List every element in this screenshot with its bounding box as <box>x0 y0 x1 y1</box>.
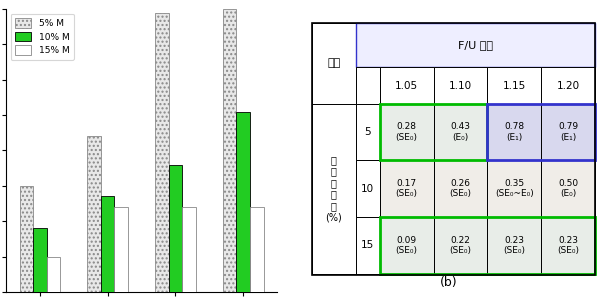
Bar <box>312 104 356 274</box>
Bar <box>380 104 487 160</box>
Text: 5: 5 <box>364 127 371 137</box>
Text: 0.22
(SE₀): 0.22 (SE₀) <box>449 236 472 255</box>
Bar <box>250 207 263 292</box>
Bar <box>434 160 487 217</box>
Bar <box>380 217 595 274</box>
Bar <box>487 160 541 217</box>
Bar <box>487 104 541 160</box>
Bar <box>541 217 595 274</box>
Bar <box>356 217 380 274</box>
Bar <box>155 13 169 292</box>
Bar <box>487 217 541 274</box>
Bar <box>101 197 114 292</box>
Text: (b): (b) <box>440 276 458 289</box>
Text: 0.50
(E₀): 0.50 (E₀) <box>558 179 578 198</box>
Text: F/U 앨비: F/U 앨비 <box>458 40 493 50</box>
Text: 0.09
(SE₀): 0.09 (SE₀) <box>396 236 417 255</box>
Text: 멜
라
민
함
량
(%): 멜 라 민 함 량 (%) <box>326 155 342 223</box>
Bar <box>380 160 434 217</box>
Text: 0.35
(SE₀~E₀): 0.35 (SE₀~E₀) <box>495 179 534 198</box>
Text: 0.23
(SE₀): 0.23 (SE₀) <box>557 236 579 255</box>
Bar <box>236 112 250 292</box>
Text: 10: 10 <box>361 184 374 194</box>
Bar <box>19 186 33 292</box>
Bar <box>356 160 380 217</box>
Bar <box>541 160 595 217</box>
Text: 1.05: 1.05 <box>395 80 418 91</box>
Bar <box>47 256 60 292</box>
Bar <box>380 104 434 160</box>
Text: 0.26
(SE₀): 0.26 (SE₀) <box>449 179 472 198</box>
Bar <box>541 104 595 160</box>
Bar <box>356 23 595 67</box>
Bar <box>356 104 380 160</box>
Text: 15: 15 <box>361 240 374 250</box>
Text: 0.17
(SE₀): 0.17 (SE₀) <box>396 179 417 198</box>
Bar <box>169 165 182 292</box>
Bar <box>312 23 356 104</box>
Bar <box>434 67 487 104</box>
Bar <box>541 67 595 104</box>
Bar <box>356 67 380 104</box>
Bar <box>88 136 101 292</box>
Text: 1.20: 1.20 <box>556 80 580 91</box>
Bar <box>434 104 487 160</box>
Bar <box>223 9 236 292</box>
Bar <box>182 207 196 292</box>
Bar <box>33 228 47 292</box>
Bar <box>434 217 487 274</box>
Bar <box>380 67 434 104</box>
Text: 0.79
(E₁): 0.79 (E₁) <box>558 123 578 142</box>
Text: 1.15: 1.15 <box>503 80 526 91</box>
Text: 0.28
(SE₀): 0.28 (SE₀) <box>396 123 417 142</box>
Bar <box>312 23 595 275</box>
Bar <box>487 67 541 104</box>
Text: 항목: 항목 <box>327 58 340 68</box>
Text: 0.43
(E₀): 0.43 (E₀) <box>451 123 471 142</box>
Bar <box>114 207 128 292</box>
Text: 1.10: 1.10 <box>449 80 472 91</box>
Bar <box>380 217 434 274</box>
Legend: 5% M, 10% M, 15% M: 5% M, 10% M, 15% M <box>10 14 74 60</box>
Text: 0.78
(E₁): 0.78 (E₁) <box>504 123 524 142</box>
Bar <box>487 104 595 160</box>
Text: 0.23
(SE₀): 0.23 (SE₀) <box>503 236 525 255</box>
